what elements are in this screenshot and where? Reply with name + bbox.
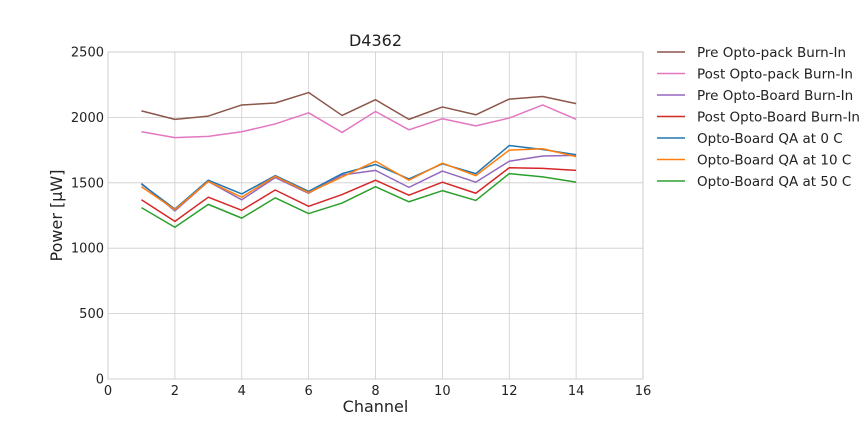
x-tick-label: 2 [171,384,179,399]
y-tick-label: 1500 [71,176,104,191]
series-line-opto-board-qa-at-0-c [140,144,577,210]
y-tick-labels: 0 500 1000 1500 2000 2500 [71,46,104,388]
x-axis-label: Channel [343,397,409,416]
legend-item-post-opto-pack-burn-in: Post Opto-pack Burn-In [657,67,853,83]
legend-label: Post Opto-Board Burn-In [697,110,860,126]
x-tick-label: 12 [501,384,518,399]
legend-label: Opto-Board QA at 0 C [697,131,843,147]
legend-item-pre-opto-board-burn-in: Pre Opto-Board Burn-In [657,88,853,104]
series-line-opto-board-qa-at-50-c [141,172,577,229]
y-tick-label: 2000 [71,111,104,126]
chart-title: D4362 [349,31,402,50]
legend-item-post-opto-board-burn-in: Post Opto-Board Burn-In [657,110,860,126]
x-tick-label: 8 [371,384,379,399]
x-tick-label: 4 [238,384,246,399]
y-tick-label: 2500 [71,46,104,61]
x-tick-label: 10 [434,384,451,399]
legend-item-opto-board-qa-at-50-c: Opto-Board QA at 50 C [657,174,851,190]
legend-label: Pre Opto-Board Burn-In [697,88,853,104]
legend-label: Opto-Board QA at 10 C [697,153,851,169]
series-line-opto-board-qa-at-10-c [141,148,577,211]
legend-label: Post Opto-pack Burn-In [697,67,853,83]
legend-label: Pre Opto-pack Burn-In [697,45,846,61]
y-tick-label: 500 [79,307,104,322]
series-line-post-opto-pack-burn-in [141,104,577,139]
legend-item-opto-board-qa-at-10-c: Opto-Board QA at 10 C [657,153,851,169]
legend-item-pre-opto-pack-burn-in: Pre Opto-pack Burn-In [657,45,846,61]
x-tick-labels: 0 2 4 6 8 10 12 14 16 [104,384,651,399]
x-tick-label: 14 [568,384,585,399]
series-layer [140,91,577,229]
x-tick-label: 6 [304,384,312,399]
y-axis-label: Power [μW] [47,170,66,262]
plot-frame [107,51,644,380]
x-tick-label: 0 [104,384,112,399]
y-tick-label: 0 [96,373,104,388]
legend-label: Opto-Board QA at 50 C [697,174,851,190]
legend: Pre Opto-pack Burn-In Post Opto-pack Burn… [657,45,860,190]
series-line-post-opto-board-burn-in [141,167,577,223]
legend-item-opto-board-qa-at-0-c: Opto-Board QA at 0 C [657,131,843,147]
x-tick-label: 16 [635,384,652,399]
y-tick-label: 1000 [71,242,104,257]
series-line-pre-opto-pack-burn-in [141,91,577,121]
